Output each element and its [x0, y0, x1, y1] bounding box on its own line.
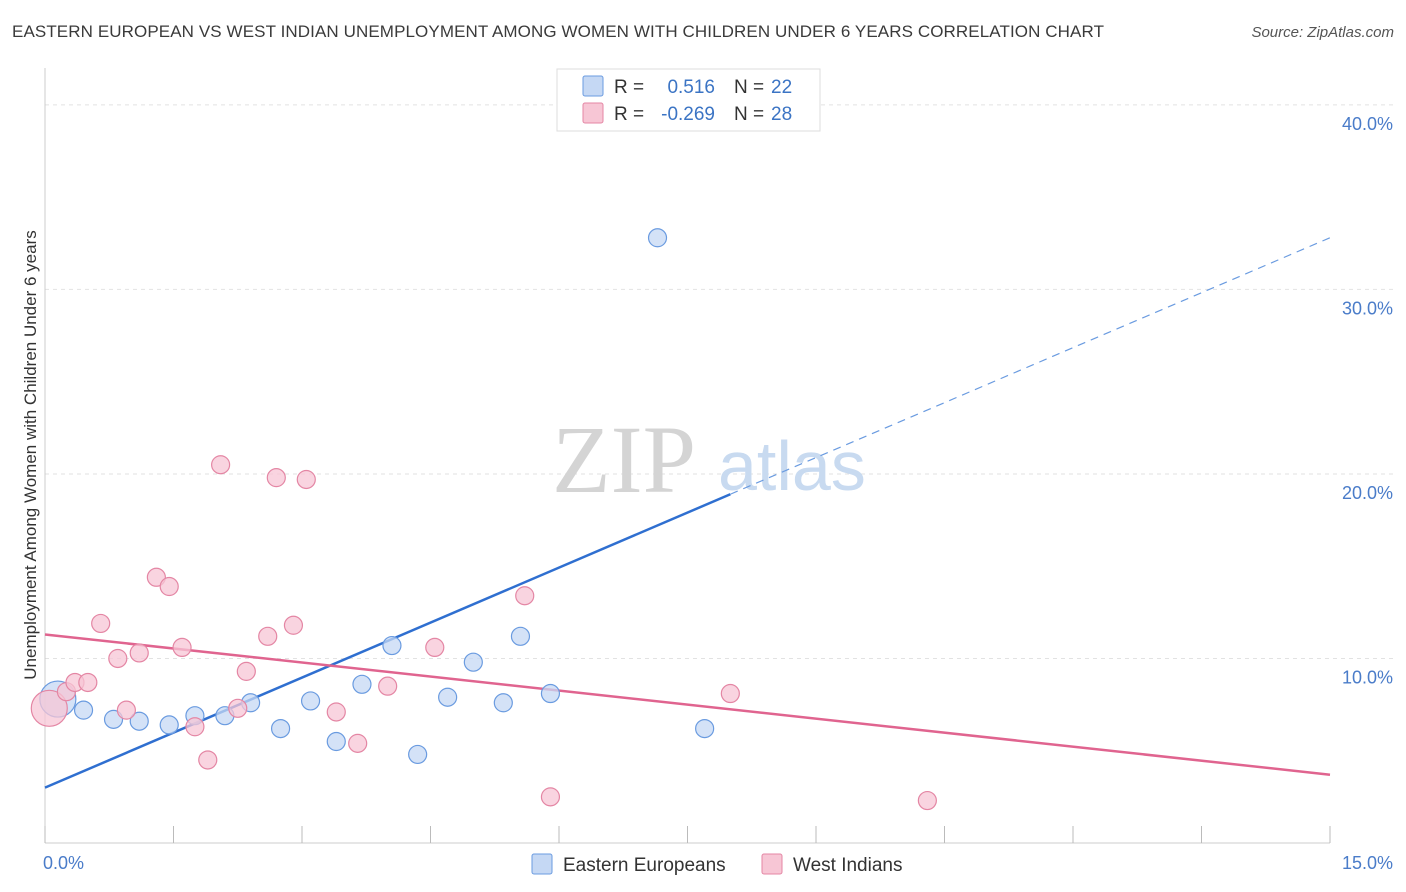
- point-series-1-21: [348, 733, 368, 753]
- point-series-1-6: [116, 700, 136, 720]
- point-series-1-27: [917, 790, 937, 811]
- legend-label-eastern-europeans: Eastern Europeans: [563, 855, 726, 876]
- point-series-1-19: [296, 469, 316, 490]
- stats-n-label-west-indian: N =: [734, 104, 764, 125]
- point-series-1-3: [78, 672, 98, 693]
- point-series-1-24: [515, 586, 535, 606]
- point-series-0-20: [695, 718, 715, 739]
- point-series-1-26: [720, 683, 740, 704]
- point-series-1-12: [198, 750, 218, 770]
- point-series-1-10: [172, 637, 192, 658]
- chart-title: EASTERN EUROPEAN VS WEST INDIAN UNEMPLOY…: [12, 22, 1105, 41]
- point-series-0-16: [493, 693, 513, 713]
- point-series-0-4: [159, 715, 179, 735]
- trendline-extension-series-0: [730, 237, 1331, 495]
- point-series-1-7: [129, 643, 149, 663]
- y-tick-label-1: 20.0%: [1342, 483, 1393, 503]
- y-tick-label-3: 40.0%: [1342, 114, 1393, 134]
- point-series-0-10: [326, 731, 346, 752]
- point-series-1-25: [540, 787, 561, 807]
- legend-swatch-eastern-europeans: [531, 853, 553, 875]
- stats-r-value-eastern: 0.516: [667, 77, 715, 98]
- stats-legend-swatch-west-indian: [582, 102, 604, 124]
- point-series-0-8: [270, 718, 291, 739]
- stats-r-label-west-indian: R =: [614, 104, 644, 125]
- point-series-1-0: [30, 689, 68, 727]
- legend-swatch-west-indians: [761, 853, 783, 875]
- point-series-0-17: [510, 626, 531, 646]
- point-series-0-3: [129, 711, 149, 731]
- point-series-1-22: [378, 676, 398, 696]
- watermark: ZIP atlas: [552, 406, 866, 513]
- point-series-0-19: [647, 228, 668, 248]
- x-tick-label-min: 0.0%: [43, 853, 84, 873]
- watermark-atlas: atlas: [718, 427, 866, 505]
- point-series-1-9: [159, 576, 179, 597]
- watermark-zip: ZIP: [552, 406, 696, 513]
- stats-n-value-west-indian: 28: [771, 104, 792, 125]
- stats-n-value-eastern: 22: [771, 77, 792, 98]
- point-series-0-18: [540, 683, 561, 704]
- stats-n-label-eastern: N =: [734, 77, 764, 98]
- data-points: [30, 228, 937, 811]
- point-series-1-13: [211, 455, 231, 475]
- gridlines: [45, 104, 1393, 659]
- series-legend: Eastern Europeans West Indians: [531, 853, 902, 876]
- point-series-0-14: [438, 687, 458, 707]
- y-tick-labels: 10.0% 20.0% 30.0% 40.0%: [1342, 114, 1393, 688]
- point-series-1-20: [326, 702, 346, 722]
- chart-source: Source: ZipAtlas.com: [1251, 24, 1394, 41]
- point-series-0-1: [73, 700, 94, 720]
- y-axis-label: Unemployment Among Women with Children U…: [21, 230, 40, 679]
- x-ticks: [44, 826, 1331, 843]
- stats-r-value-west-indian: -0.269: [661, 104, 715, 125]
- point-series-0-12: [382, 635, 402, 656]
- point-series-0-9: [300, 691, 321, 711]
- point-series-1-15: [236, 661, 256, 681]
- point-series-1-11: [185, 717, 205, 737]
- legend-label-west-indians: West Indians: [793, 855, 902, 876]
- y-tick-label-2: 30.0%: [1342, 298, 1393, 318]
- point-series-1-17: [266, 468, 286, 488]
- point-series-1-4: [91, 613, 111, 634]
- point-series-1-18: [283, 615, 304, 635]
- point-series-1-23: [425, 637, 445, 658]
- point-series-1-5: [108, 648, 128, 669]
- trendline-series-1: [44, 633, 1331, 776]
- point-series-1-16: [258, 626, 278, 646]
- stats-legend: R = 0.516 N = 22 R = -0.269 N = 28: [556, 68, 821, 132]
- stats-legend-swatch-eastern: [582, 75, 604, 97]
- point-series-1-14: [228, 698, 248, 718]
- y-tick-label-0: 10.0%: [1342, 667, 1393, 687]
- stats-r-label-eastern: R =: [614, 77, 644, 98]
- point-series-0-11: [352, 674, 372, 694]
- point-series-0-13: [408, 744, 428, 765]
- point-series-0-15: [463, 652, 483, 672]
- x-tick-label-max: 15.0%: [1342, 853, 1393, 873]
